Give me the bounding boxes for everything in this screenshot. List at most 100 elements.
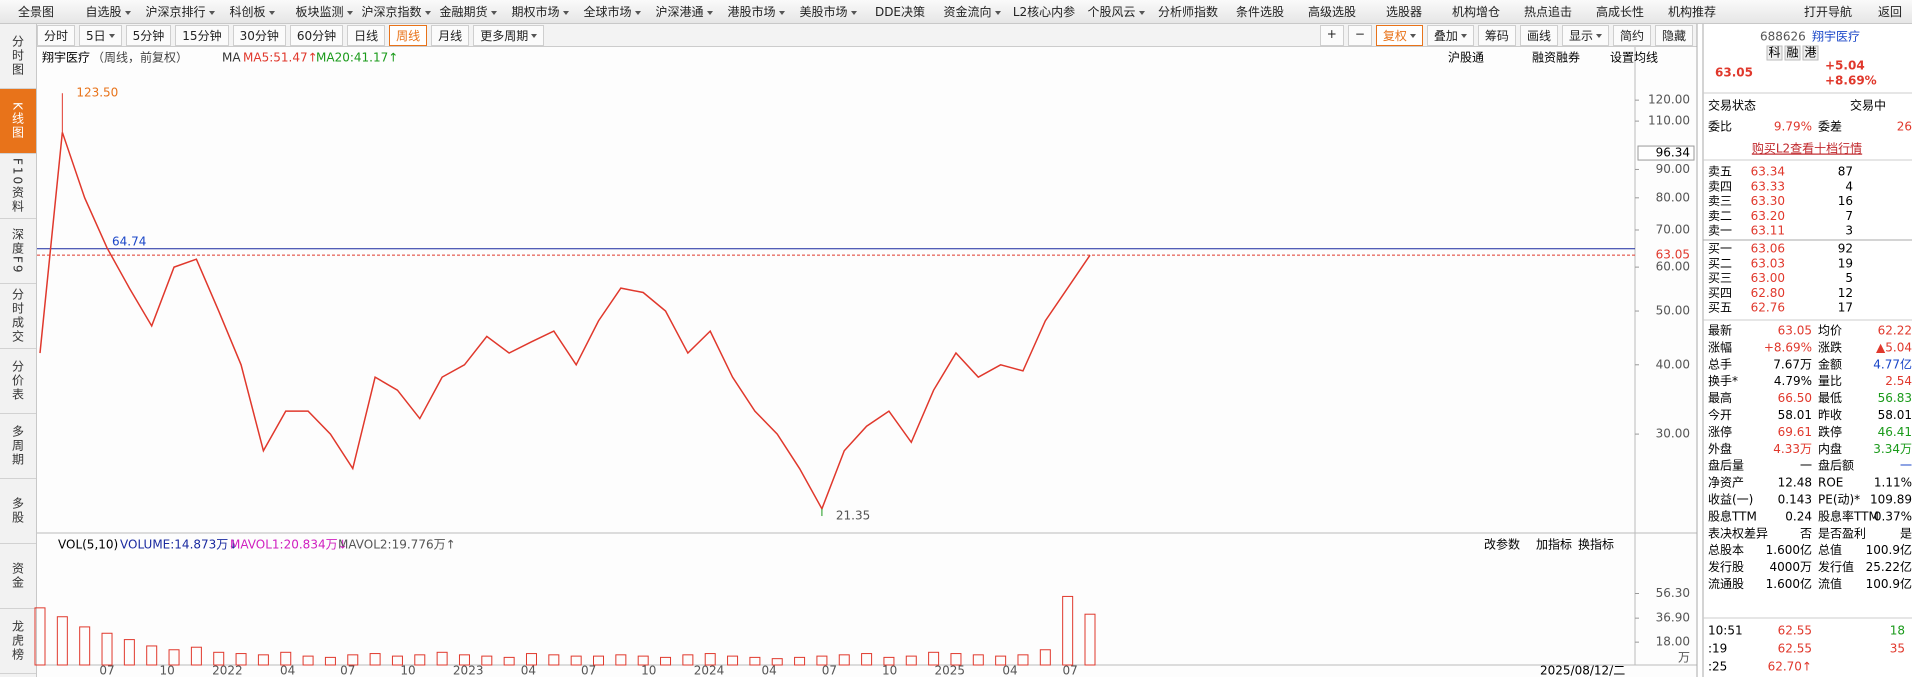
period-button[interactable]: 月线 (431, 24, 470, 46)
book-price: 62.76 (1751, 301, 1785, 315)
period-button[interactable]: 周线 (389, 24, 428, 46)
stat-value: 62.22 (1878, 324, 1912, 338)
volume-bar (190, 646, 202, 666)
period-button[interactable]: 30分钟 (232, 24, 286, 46)
x-tick-label: 07 (1063, 664, 1078, 677)
tool-button[interactable]: + (1319, 24, 1344, 46)
book-price: 63.33 (1751, 179, 1785, 193)
menu-item[interactable]: L2核心内参 (1012, 5, 1076, 19)
menu-item[interactable]: 分析师指数 (1157, 5, 1218, 19)
menu-item[interactable]: 全球市场 (576, 3, 648, 20)
stat-label: 涨跌 (1818, 339, 1842, 354)
menu-item[interactable]: 机构增仓 (1451, 5, 1500, 19)
side-tab-label: 分时图 (10, 35, 25, 77)
side-tab[interactable]: 分时成交 (0, 284, 36, 349)
stat-value: 1.600亿 (1766, 576, 1812, 591)
chart-link[interactable]: 设置均线 (1610, 51, 1658, 65)
menu-item[interactable]: 条件选股 (1235, 5, 1284, 19)
menu-item[interactable]: 全景图 (17, 5, 54, 19)
vol-link[interactable]: 换指标 (1578, 537, 1614, 552)
stat-value: 69.61 (1778, 425, 1812, 439)
period-button[interactable]: 15分钟 (175, 24, 229, 46)
volume-bar (816, 655, 828, 666)
menu-item[interactable]: 个股风云 (1080, 3, 1152, 20)
side-tab[interactable]: 多股 (0, 479, 36, 544)
book-label: 买三 (1708, 271, 1732, 285)
side-tab[interactable]: 分价表 (0, 349, 36, 414)
stat-value: 56.83 (1878, 391, 1912, 405)
stat-label: 总值 (1818, 542, 1842, 557)
tool-button[interactable]: 隐藏 (1654, 24, 1693, 46)
chart-link[interactable]: 沪股通 (1448, 51, 1484, 65)
tool-button[interactable]: 显示 (1561, 24, 1609, 46)
l2-link[interactable]: 购买L2查看十档行情 (1752, 141, 1862, 156)
tool-button[interactable]: 画线 (1519, 24, 1558, 46)
vol-link[interactable]: 改参数 (1484, 537, 1520, 552)
tool-button[interactable]: 复权 (1375, 24, 1423, 46)
period-button[interactable]: 更多周期 (473, 24, 545, 46)
book-price: 63.00 (1751, 271, 1785, 285)
period-button[interactable]: 日线 (347, 24, 386, 46)
volume-bar (727, 655, 739, 666)
tool-button[interactable]: − (1347, 24, 1372, 46)
side-tab[interactable]: 多周期 (0, 414, 36, 479)
menu-item[interactable]: 高级选股 (1307, 5, 1356, 19)
period-button[interactable]: 5分钟 (125, 24, 172, 46)
stat-value: 58.01 (1778, 408, 1812, 422)
menu-item[interactable]: 返回 (1877, 5, 1902, 19)
menu-item[interactable]: 期权市场 (504, 3, 576, 20)
menu-item[interactable]: 机构推荐 (1667, 5, 1716, 19)
stat-label: 股息TTM (1708, 508, 1757, 523)
period-button[interactable]: 5日 (79, 24, 122, 46)
volume-bar (481, 655, 493, 666)
tool-button[interactable]: 叠加 (1426, 24, 1474, 46)
side-tab[interactable]: 资金 (0, 544, 36, 609)
menu-item[interactable]: 港股市场 (720, 3, 792, 20)
menu-item[interactable]: 热点追击 (1523, 5, 1572, 19)
menu-item[interactable]: 沪深京指数 (360, 3, 432, 20)
menu-item[interactable]: 打开导航 (1803, 5, 1852, 19)
period-button[interactable]: 分时 (37, 24, 76, 46)
menu-item[interactable]: 沪深港通 (648, 3, 720, 20)
stat-value: 0.143 (1778, 493, 1812, 507)
menu-item[interactable]: 板块监测 (288, 3, 360, 20)
volume-bar (1017, 654, 1029, 666)
side-tab[interactable]: F10资料 (0, 154, 36, 219)
period-button[interactable]: 60分钟 (289, 24, 344, 46)
stat-label: 表决权差异 (1708, 526, 1768, 540)
tool-button[interactable]: 简约 (1612, 24, 1651, 46)
menu-item[interactable]: 美股市场 (792, 3, 864, 20)
stat-label: 净资产 (1708, 476, 1744, 490)
menu-item[interactable]: 资金流向 (936, 3, 1008, 20)
stat-value: 4.77亿 (1873, 356, 1912, 371)
menu-item[interactable]: DDE决策 (874, 5, 926, 19)
side-tab[interactable]: 深度F9 (0, 219, 36, 284)
stat-label: PE(动)* (1818, 493, 1860, 507)
volume-bar (369, 653, 381, 666)
side-tab[interactable]: 分时图 (0, 24, 36, 89)
menu-item[interactable]: 金融期货 (432, 3, 504, 20)
x-tick-label: 2024 (694, 664, 725, 677)
tool-button[interactable]: 筹码 (1477, 24, 1516, 46)
x-tick-label: 10 (400, 664, 415, 677)
book-volume: 16 (1838, 194, 1853, 208)
chart-link[interactable]: 融资融券 (1532, 50, 1580, 65)
y-tick-label: 30.00 (1656, 427, 1690, 441)
stat-value: 是 (1900, 526, 1912, 540)
menu-item[interactable]: 沪深京排行 (144, 3, 216, 20)
volume-bar (414, 654, 426, 666)
menu-item[interactable]: 科创板 (216, 3, 288, 20)
book-label: 卖四 (1708, 179, 1732, 193)
menu-item[interactable]: 自选股 (72, 3, 144, 20)
menu-item[interactable]: 选股器 (1385, 5, 1422, 19)
volume-bar (146, 645, 158, 666)
side-tab[interactable]: 龙虎榜 (0, 609, 36, 674)
stat-label: 收益(一) (1708, 493, 1753, 507)
sidebar: 分时图 K线图 F10资料 深度F9 分时成交 分价表 多周期 多股 资金 龙虎榜 (0, 24, 37, 677)
side-tab[interactable]: K线图 (0, 89, 36, 154)
stat-label: 发行股 (1708, 559, 1744, 574)
vol-link[interactable]: 加指标 (1536, 537, 1572, 552)
menu-item[interactable]: 高成长性 (1595, 5, 1644, 19)
plot-bg (37, 47, 1697, 677)
